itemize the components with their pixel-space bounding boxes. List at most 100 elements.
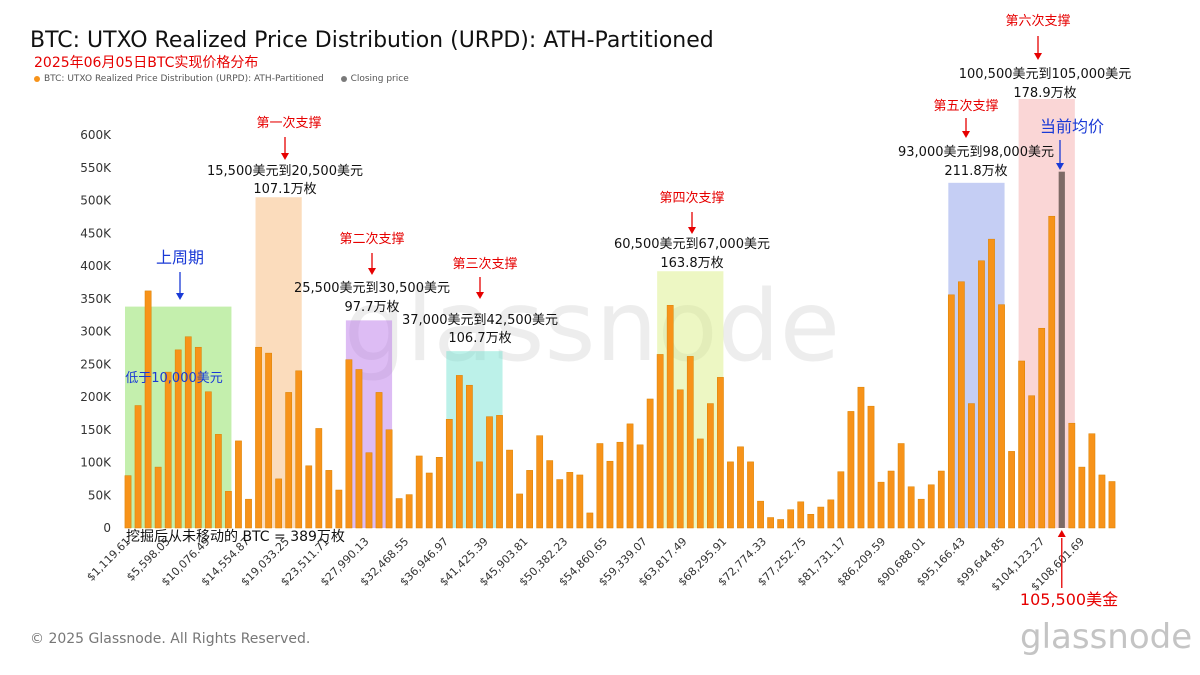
current-average-label: 当前均价 [1040, 117, 1104, 136]
bar [676, 389, 684, 529]
bar [636, 444, 644, 529]
bar [686, 356, 694, 529]
bar [968, 403, 975, 529]
bar [737, 446, 744, 529]
bar [496, 415, 503, 529]
bar [184, 336, 192, 529]
legend: BTC: UTXO Realized Price Distribution (U… [34, 74, 423, 84]
bar [1048, 215, 1056, 529]
bar [215, 434, 222, 529]
support-6-label: 第六次支撑 [1005, 13, 1070, 29]
bar [174, 349, 182, 529]
y-axis: 0 50K 100K 150K 200K 250K 300K 350K 400K 450K 500K… [80, 128, 112, 535]
bar [385, 429, 393, 529]
bar [134, 405, 142, 529]
arrow-current-price-head [1057, 530, 1066, 537]
bar [767, 517, 774, 529]
bar [395, 498, 403, 529]
bar [375, 392, 383, 529]
bar [937, 470, 945, 529]
below-10k-label: 低于10,000美元 [125, 371, 223, 386]
region-support-6 [1018, 98, 1075, 528]
bar [425, 472, 433, 529]
legend-swatch-urpd [34, 75, 40, 82]
annotation-arrows [176, 36, 1066, 588]
legend-item-urpd[interactable]: BTC: UTXO Realized Price Distribution (U… [34, 74, 324, 84]
bar [978, 260, 985, 529]
current-price-label: 105,500美金 [1020, 590, 1118, 609]
bar [947, 294, 955, 529]
bar [315, 428, 323, 529]
support-6-range: 100,500美元到105,000美元 [959, 67, 1132, 82]
bar [445, 419, 453, 529]
bar [526, 470, 533, 529]
arrow-support-4-head [688, 227, 696, 234]
bar [225, 491, 232, 529]
support-3-label: 第三次支撑 [452, 256, 517, 272]
bar [164, 371, 172, 529]
support-4-amount: 163.8万枚 [660, 256, 723, 271]
legend-label-urpd: BTC: UTXO Realized Price Distribution (U… [44, 74, 324, 84]
bar [998, 304, 1005, 529]
support-5-label: 第五次支撑 [933, 98, 998, 114]
bar [696, 438, 704, 529]
glassnode-logo: glassnode [1020, 617, 1193, 657]
y-tick-label: 0 [103, 521, 111, 535]
bar [827, 499, 835, 529]
last-cycle-label: 上周期 [156, 248, 204, 267]
bar [295, 370, 303, 529]
support-4-label: 第四次支撑 [659, 190, 724, 206]
bar [727, 461, 734, 529]
y-tick-label: 150K [80, 423, 112, 437]
bar [305, 465, 313, 529]
bar [285, 392, 293, 529]
bar [797, 501, 805, 529]
bar [255, 346, 262, 529]
bar [435, 457, 443, 529]
support-6-amount: 178.9万枚 [1013, 86, 1076, 101]
y-tick-label: 400K [80, 259, 112, 273]
bar [1078, 466, 1086, 529]
bars [124, 171, 1116, 529]
bar [325, 470, 333, 529]
bar [144, 290, 152, 529]
bar [646, 398, 654, 529]
y-tick-label: 250K [80, 357, 112, 371]
bar [757, 500, 764, 529]
copyright: © 2025 Glassnode. All Rights Reserved. [30, 631, 311, 647]
bar [124, 475, 132, 529]
arrow-support-3-head [476, 292, 484, 299]
bar [576, 474, 584, 529]
bar [235, 440, 242, 529]
bar [455, 375, 463, 529]
legend-item-closing[interactable]: Closing price [340, 74, 409, 84]
bar [666, 305, 674, 529]
bar [516, 493, 523, 529]
bar [415, 455, 423, 529]
y-tick-label: 550K [80, 161, 112, 175]
region-support-5 [948, 182, 1005, 528]
bar [837, 471, 845, 529]
y-tick-label: 200K [80, 390, 112, 404]
bar [345, 359, 353, 529]
arrow-last-cycle-head [176, 293, 184, 300]
chart-subtitle: 2025年06月05日BTC实现价格分布 [34, 55, 259, 71]
chart-title: BTC: UTXO Realized Price Distribution (U… [30, 28, 714, 53]
bar [717, 377, 724, 529]
y-tick-label: 450K [80, 226, 112, 240]
support-1-amount: 107.1万枚 [253, 182, 316, 197]
bar [787, 509, 795, 529]
bar [405, 494, 413, 529]
support-2-label: 第二次支撑 [339, 231, 404, 247]
y-tick-label: 500K [80, 194, 112, 208]
arrow-support-1-head [281, 153, 289, 160]
bar [335, 489, 343, 529]
bar [626, 423, 634, 529]
region-support-1 [255, 197, 302, 528]
bar-closing-price [1058, 171, 1065, 528]
bar [707, 403, 714, 529]
legend-swatch-closing [340, 75, 347, 82]
bar [596, 443, 604, 529]
bar [1038, 327, 1046, 529]
